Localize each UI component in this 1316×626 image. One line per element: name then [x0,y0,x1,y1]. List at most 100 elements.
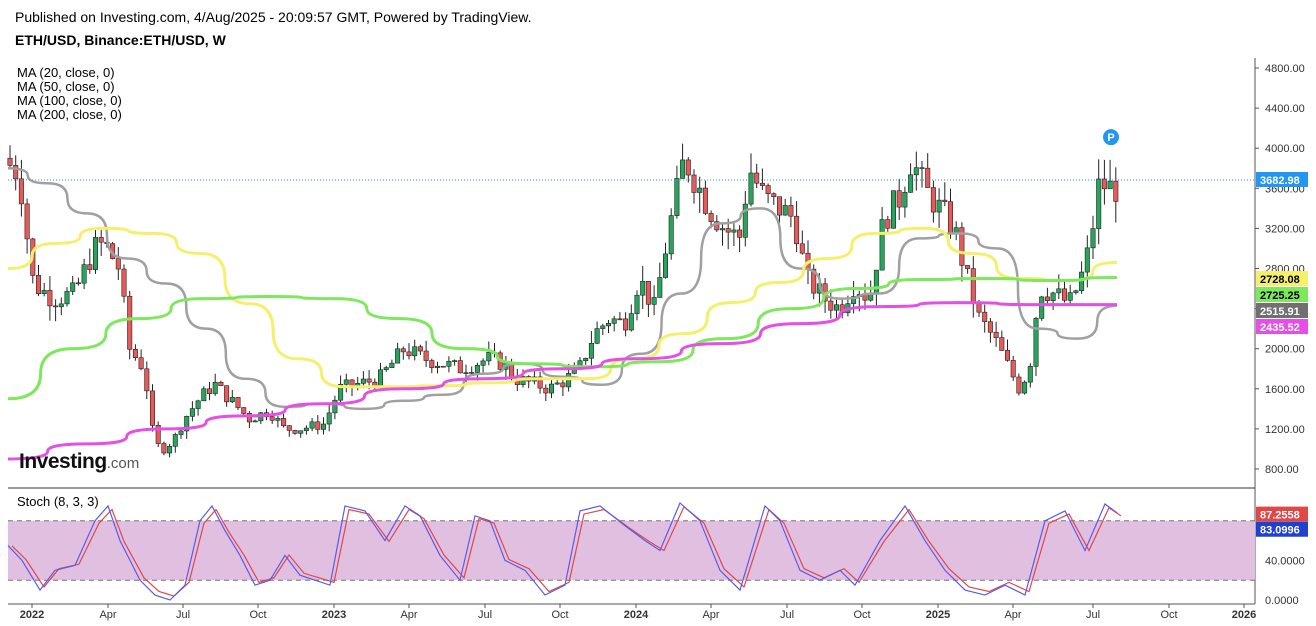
candle [543,387,549,394]
candle [993,331,999,338]
candle [452,360,458,362]
candle [731,229,737,233]
candle [383,367,389,371]
candle [326,412,332,425]
candle [788,205,794,217]
candle [286,425,292,431]
candle [833,304,839,311]
candle [121,268,127,297]
x-tick-label: Jul [176,609,190,621]
candle [657,277,663,298]
candle [776,196,782,216]
candle [53,305,59,308]
candle [1027,366,1033,383]
candle [389,362,395,368]
candle [999,337,1005,351]
candle [224,385,230,403]
candle [144,368,150,392]
candle [47,290,53,307]
price-tag [1256,303,1308,318]
candle [970,268,976,304]
candle [1113,180,1119,202]
event-badge-label: P [1107,132,1114,144]
candle [765,185,771,195]
candle [702,187,708,214]
candle [965,265,971,269]
candle [1039,296,1045,319]
ma50-legend[interactable]: MA (50, close, 0) [17,79,115,94]
candle [93,237,99,270]
y-tick-label: 2000.00 [1265,344,1305,356]
candle [184,416,190,432]
candle [429,360,435,368]
candle [583,357,589,362]
candle [275,418,281,421]
stoch-y-tick-label: 40.0000 [1265,555,1305,567]
candle [640,280,646,296]
ma20-line [7,167,1118,411]
ma20-legend[interactable]: MA (20, close, 0) [17,65,115,80]
candle [463,372,469,374]
candle [235,397,241,408]
candle [24,203,30,240]
x-tick-label: Jul [1086,609,1100,621]
candle [292,430,298,434]
candle [623,318,629,331]
candle [879,219,885,271]
stoch-tag-label: 83.0996 [1260,525,1300,537]
ma100-legend[interactable]: MA (100, close, 0) [17,93,122,108]
candle [771,193,777,198]
candle [75,282,81,285]
candle [58,303,64,308]
ma50-line [7,226,1118,389]
y-tick-label: 4000.00 [1265,143,1305,155]
candle [189,408,195,417]
candle [953,227,959,234]
candle [628,313,634,331]
ma-legend: MA (20, close, 0) MA (50, close, 0) MA (… [17,66,122,122]
candle [132,348,138,358]
event-badge [1103,129,1119,146]
candle [1033,318,1039,367]
candle [457,360,463,374]
candle [560,382,566,388]
symbol-title: ETH/USD, Binance:ETH/USD, W [15,32,226,48]
candle [691,174,697,193]
candle [167,446,173,454]
candle [1090,228,1096,249]
candle [754,172,760,184]
x-tick-label: Apr [99,609,116,621]
candle [474,364,480,373]
candle [172,434,178,447]
candle [811,268,817,294]
x-tick-label: Oct [551,609,568,621]
y-tick-label: 3200.00 [1265,223,1305,235]
candle [1044,296,1050,301]
candle [366,378,372,383]
stoch-legend[interactable]: Stoch (8, 3, 3) [17,494,99,509]
candle [1056,288,1062,294]
candle [218,381,224,386]
candle [338,383,344,401]
candle [400,348,406,353]
y-tick-label: 1600.00 [1265,384,1305,396]
candle [554,382,560,385]
price-tag-label: 2725.25 [1260,290,1300,302]
candle [896,190,902,208]
candle [742,203,748,238]
ma200-legend[interactable]: MA (200, close, 0) [17,107,122,122]
candle [269,416,275,421]
candle [674,178,680,216]
x-tick-label: Jul [780,609,794,621]
x-tick-label: 2022 [20,609,44,621]
price-tag-label: 2728.08 [1260,274,1300,286]
candle [1084,247,1090,273]
candle [908,174,914,193]
candle [412,346,418,357]
candle [229,397,235,403]
x-tick-label: Oct [249,609,266,621]
x-tick-label: Oct [1160,609,1177,621]
candle [309,421,315,429]
candle [150,390,156,426]
